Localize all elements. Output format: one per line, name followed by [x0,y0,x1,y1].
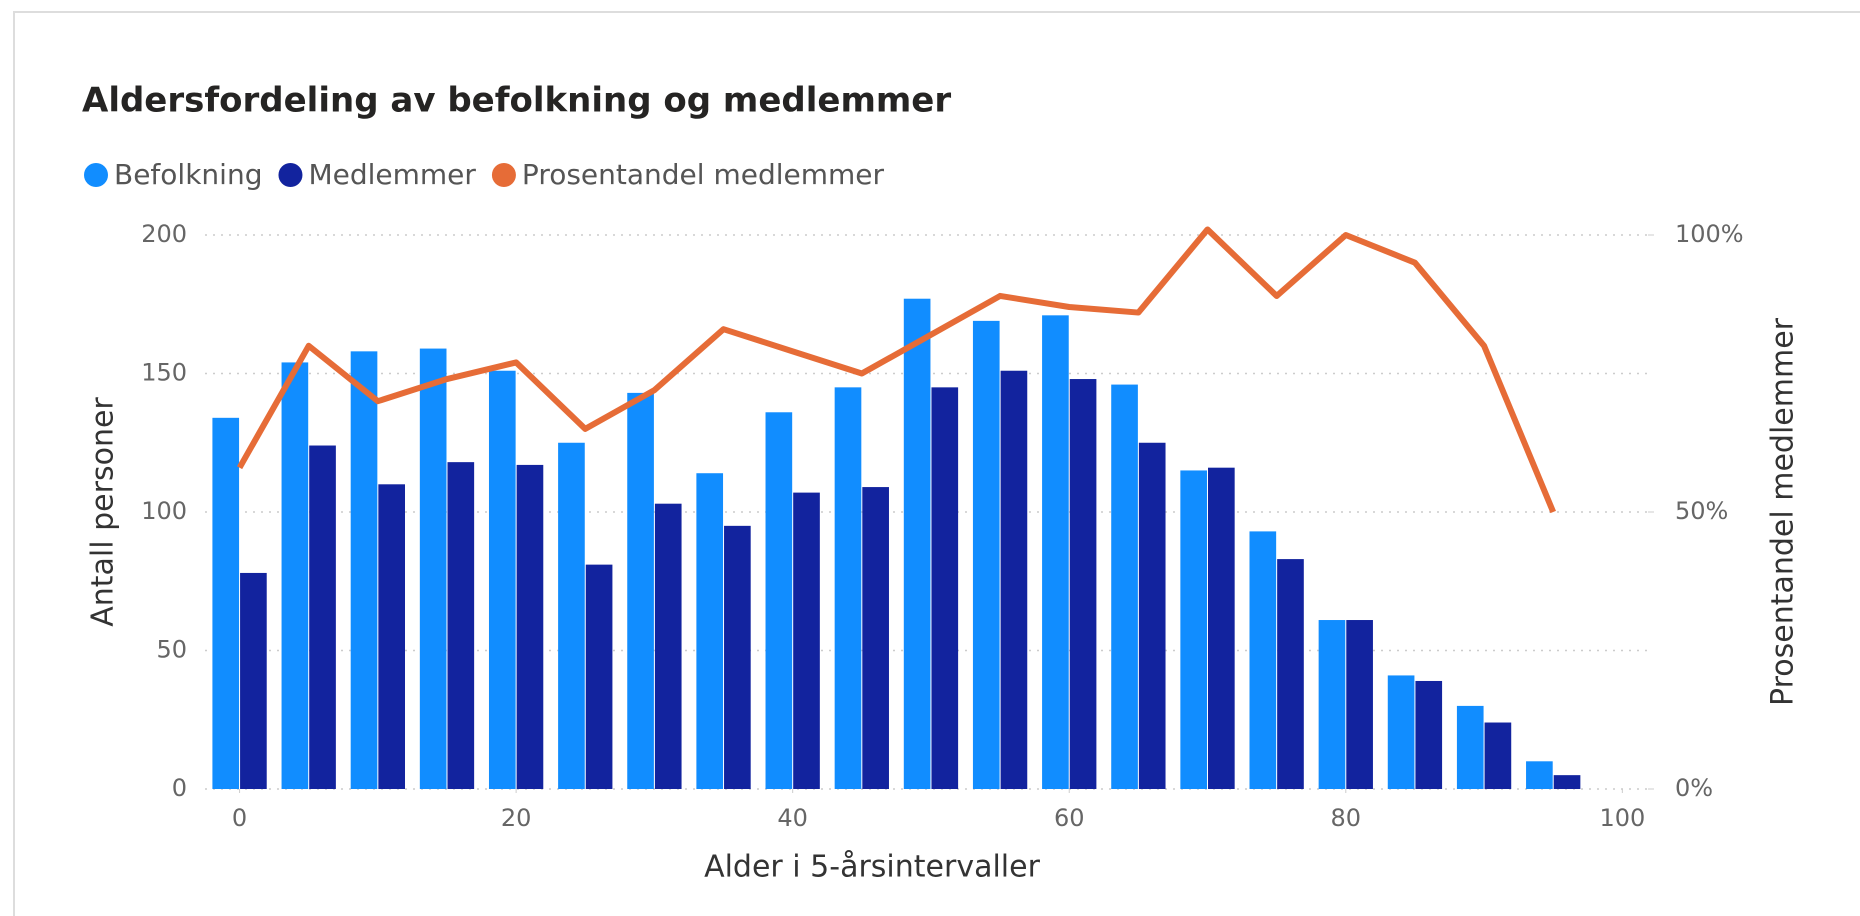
bar [1208,467,1235,789]
x-axis-title: Alder i 5-årsintervaller [704,850,1041,885]
bar [862,487,889,789]
bar [627,392,654,789]
bar [931,387,959,789]
bar [212,417,240,789]
bar [1180,470,1208,789]
bar [903,298,931,789]
bar [1042,315,1069,789]
bar [1069,379,1097,789]
bar [834,387,862,789]
bar [281,362,309,789]
bar [1346,620,1373,789]
bar [419,348,447,789]
y-tick-label: 50 [156,636,187,664]
legend-label: Prosentandel medlemmer [522,158,885,191]
bar [1484,722,1512,789]
x-tick-label: 40 [777,804,808,832]
bar [309,445,336,789]
bar [1415,680,1443,789]
line [236,226,1556,514]
bar [378,484,406,789]
x-tick-label: 100 [1599,804,1645,832]
bar [1318,620,1346,789]
bar [765,412,793,789]
bar [724,525,751,789]
legend-label: Befolkning [114,158,262,191]
bar [972,320,1000,789]
bar [516,464,544,789]
x-tick-label: 60 [1054,804,1085,832]
bar [585,564,613,789]
x-tick-label: 20 [501,804,532,832]
bar [350,351,378,789]
bar [1456,705,1484,789]
y-tick-label: 200 [141,220,187,248]
y2-tick-label: 50% [1675,497,1728,525]
y2-tick-label: 0% [1675,774,1713,802]
bar [1387,675,1415,789]
y-tick-label: 0 [172,774,187,802]
y-tick-label: 100 [141,497,187,525]
bar [447,462,475,789]
bar [1277,559,1304,789]
y-tick-label: 150 [141,359,187,387]
legend-marker [278,163,303,187]
bar [558,442,585,789]
bar [1000,370,1028,789]
x-tick-label: 0 [232,804,247,832]
bar [696,473,724,789]
legend-label: Medlemmer [308,158,476,191]
bar [1249,531,1277,789]
legend-marker [84,163,108,187]
bar [654,503,682,789]
bar [793,492,820,789]
y2-tick-label: 100% [1675,220,1744,248]
bar [1553,775,1581,789]
bar [1526,761,1553,789]
y-axis-title: Antall personer [86,397,121,627]
bar [488,370,516,789]
legend-marker [491,163,516,187]
x-tick-label: 80 [1331,804,1362,832]
bar [1138,442,1166,789]
chart-title: Aldersfordeling av befolkning og medlemm… [82,81,951,121]
bar [1111,384,1138,789]
bar [240,572,267,789]
y2-axis-title: Prosentandel medlemmer [1766,317,1801,706]
